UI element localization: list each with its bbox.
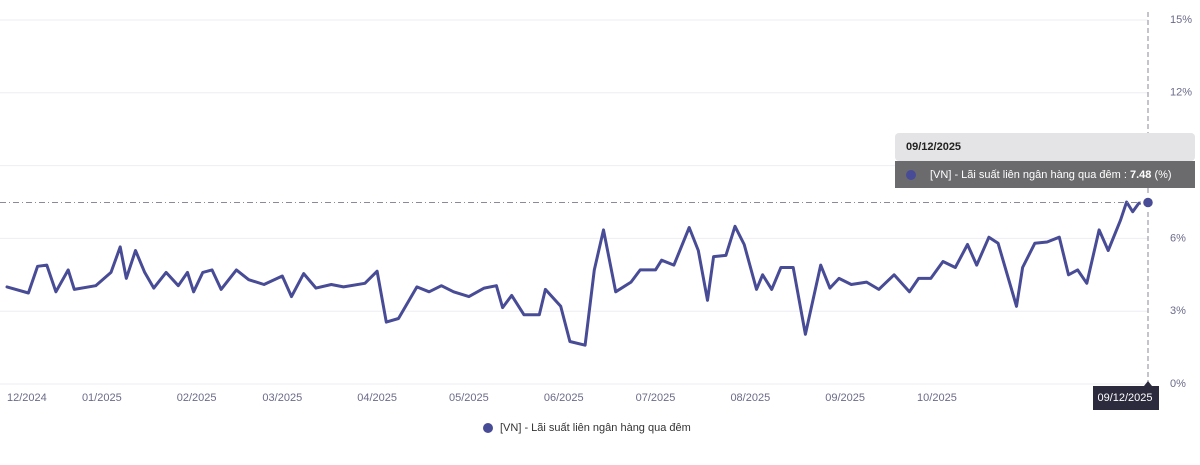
y-tick-label: 6% [1170,232,1186,244]
y-tick-label: 3% [1170,305,1186,317]
x-tick-label: 06/2025 [544,392,584,404]
tooltip-unit: (%) [1154,169,1171,181]
active-point [1140,195,1156,210]
tooltip: 09/12/2025 [VN] - Lãi suất liên ngân hàng… [895,133,1195,188]
x-crosshair-label: 09/12/2025 [1097,392,1152,404]
y-tick-label: 15% [1170,14,1192,26]
tooltip-series: [VN] - Lãi suất liên ngân hàng qua đêm [930,169,1121,181]
y-tick-label: 12% [1170,87,1192,99]
x-tick-label: 08/2025 [730,392,770,404]
y-tick-label: 0% [1170,378,1186,390]
x-tick-label: 12/2024 [7,392,47,404]
data-line [5,200,1150,347]
tooltip-value: 7.48 [1130,169,1151,181]
x-tick-label: 10/2025 [917,392,957,404]
tooltip-marker [906,170,916,180]
x-tick-label: 07/2025 [636,392,676,404]
tooltip-date: 09/12/2025 [906,141,961,153]
legend-label: [VN] - Lãi suất liên ngân hàng qua đêm [500,422,691,434]
x-tick-label: 02/2025 [177,392,217,404]
x-crosshair-label-bg [1093,381,1159,410]
x-tick-label: 03/2025 [262,392,302,404]
legend-marker [483,423,493,433]
tooltip-separator: : [1124,169,1127,181]
tooltip-header-bg [895,133,1195,161]
x-tick-label: 09/2025 [825,392,865,404]
tooltip-text: [VN] - Lãi suất liên ngân hàng qua đêm :… [930,169,1172,181]
x-tick-label: 05/2025 [449,392,489,404]
x-tick-label: 01/2025 [82,392,122,404]
tooltip-body-bg [895,161,1195,188]
x-tick-label: 04/2025 [357,392,397,404]
